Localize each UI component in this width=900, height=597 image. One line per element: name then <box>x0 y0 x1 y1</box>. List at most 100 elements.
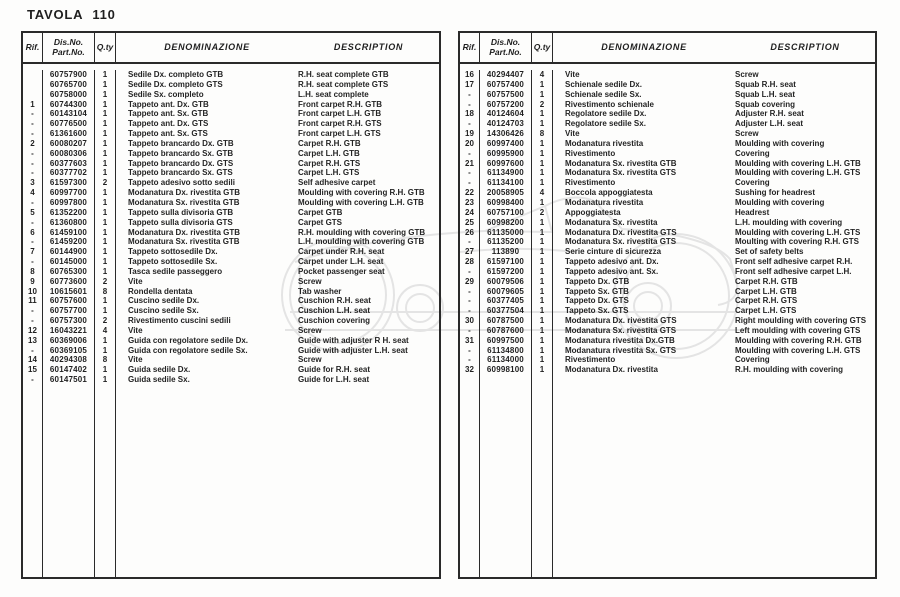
table-row: 5 61352200 1 Tappeto sulla divisoria GTB… <box>23 207 439 218</box>
table-row: - 61134800 1 Modanatura rivestita Sx. GT… <box>460 345 875 356</box>
row-part-number: 40124703 <box>480 119 532 130</box>
row-denominazione: Modanatura Dx. rivestita GTB <box>128 227 241 237</box>
row-qty: 1 <box>532 286 553 297</box>
row-qty: 1 <box>532 89 553 100</box>
row-qty: 1 <box>95 197 116 208</box>
table-row: 13 60369006 1 Guida con regolatore sedil… <box>23 335 439 346</box>
row-rif: 25 <box>460 217 480 228</box>
row-part-number: 16043221 <box>43 325 95 336</box>
table-row: - 60377603 1 Tappeto brancardo Dx. GTS C… <box>23 158 439 169</box>
table-row: - 60757500 1 Schienale sedile Sx. Squab … <box>460 89 875 100</box>
row-rif: - <box>460 119 480 130</box>
row-part-number: 60998100 <box>480 365 532 376</box>
row-description: Self adhesive carpet <box>298 178 376 188</box>
row-part-number: 61459200 <box>43 237 95 248</box>
row-qty: 1 <box>532 138 553 149</box>
header-qty: Q.ty <box>532 33 553 62</box>
row-description: Front carpet L.H. GTB <box>298 109 382 119</box>
row-description: Carpet L.H. GTS <box>298 168 360 178</box>
row-denominazione: Guida sedile Sx. <box>128 375 190 385</box>
row-description: Moulding with covering R.H. GTB <box>735 335 862 345</box>
row-description: Sushing for headrest <box>735 188 816 198</box>
row-qty: 1 <box>532 178 553 189</box>
table-row: 15 60147402 1 Guida sedile Dx. Guide for… <box>23 365 439 376</box>
row-qty: 1 <box>95 207 116 218</box>
row-description: Squab L.H. seat <box>735 89 796 99</box>
row-part-number: 40294407 <box>480 70 532 80</box>
page-title-word: TAVOLA <box>27 7 84 22</box>
row-qty: 1 <box>532 325 553 336</box>
header-part-no: Dis.No. Part.No. <box>480 33 532 62</box>
row-qty: 1 <box>95 217 116 228</box>
row-qty: 1 <box>95 188 116 198</box>
row-rif: 24 <box>460 207 480 218</box>
row-denominazione: Modanatura Sx. rivestita GTS <box>565 168 677 178</box>
table-body: 60757900 1 Sedile Dx. completo GTB R.H. … <box>23 64 439 385</box>
row-qty: 1 <box>532 335 553 346</box>
row-qty: 1 <box>532 296 553 307</box>
row-description: Screw <box>735 70 759 79</box>
row-qty: 1 <box>532 257 553 267</box>
table-row: - 60757200 2 Rivestimento schienale Squa… <box>460 99 875 110</box>
table-row: 32 60998100 1 Modanatura Dx. rivestita R… <box>460 365 875 376</box>
row-qty: 1 <box>532 168 553 179</box>
header-rif: Rif. <box>23 33 43 62</box>
row-description: Adjuster L.H. seat <box>735 119 804 129</box>
row-denominazione: Regolatore sedile Sx. <box>565 119 646 129</box>
row-part-number: 20058905 <box>480 188 532 198</box>
row-denominazione: Tappeto adesivo ant. Dx. <box>565 257 659 267</box>
row-qty: 1 <box>532 316 553 326</box>
row-part-number: 60997500 <box>480 335 532 346</box>
row-part-number: 60787500 <box>480 316 532 326</box>
row-denominazione: Schienale sedile Dx. <box>565 79 642 89</box>
row-description: Guide with adjuster R H. seat <box>298 335 409 345</box>
header-rif: Rif. <box>460 33 480 62</box>
table-row: 23 60998400 1 Modanatura rivestita Mould… <box>460 197 875 208</box>
row-rif: - <box>23 217 43 228</box>
row-qty: 1 <box>532 119 553 130</box>
row-qty: 1 <box>532 365 553 376</box>
row-description: R.H. moulding with covering GTB <box>298 227 426 237</box>
row-denominazione: Modanatura Dx. rivestita <box>565 365 658 375</box>
row-denominazione: Modanatura rivestita <box>565 138 644 148</box>
table-row: 4 60997700 1 Modanatura Dx. rivestita GT… <box>23 188 439 198</box>
table-row: - 60997800 1 Modanatura Sx. rivestita GT… <box>23 197 439 208</box>
row-qty: 2 <box>532 99 553 110</box>
row-denominazione: Modanatura rivestita Sx. GTS <box>565 345 677 355</box>
row-denominazione: Modanatura Sx. rivestita <box>565 217 658 227</box>
row-qty: 1 <box>95 237 116 248</box>
row-denominazione: Vite <box>128 276 143 286</box>
table-row: 25 60998200 1 Modanatura Sx. rivestita L… <box>460 217 875 228</box>
row-part-number: 60998400 <box>480 197 532 208</box>
row-qty: 1 <box>532 306 553 317</box>
row-denominazione: Rondella dentata <box>128 286 193 296</box>
row-qty: 4 <box>532 70 553 80</box>
row-part-number: 60147501 <box>43 375 95 385</box>
row-qty: 1 <box>532 345 553 356</box>
row-qty: 1 <box>95 306 116 317</box>
row-description: Cuschion L.H. seat <box>298 306 371 316</box>
row-description: Screw <box>298 355 322 365</box>
table-row: - 60147501 1 Guida sedile Sx. Guide for … <box>23 375 439 385</box>
table-row: - 60787600 1 Modanatura Sx. rivestita GT… <box>460 325 875 336</box>
row-qty: 1 <box>95 296 116 307</box>
row-qty: 1 <box>532 247 553 258</box>
row-rif: - <box>460 306 480 317</box>
row-rif: 18 <box>460 109 480 120</box>
row-rif: - <box>23 109 43 120</box>
table-row: 9 60773600 2 Vite Screw <box>23 276 439 287</box>
row-denominazione: Modanatura rivestita Dx.GTB <box>565 335 675 345</box>
row-denominazione: Tappeto brancardo Sx. GTB <box>128 148 234 158</box>
row-rif: 32 <box>460 365 480 376</box>
row-part-number: 61134900 <box>480 168 532 179</box>
row-qty: 1 <box>95 109 116 120</box>
row-qty: 2 <box>95 178 116 189</box>
table-row: 12 16043221 4 Vite Screw <box>23 325 439 336</box>
row-description: Carpet L.H. GTB <box>735 286 797 296</box>
table-row: 3 61597300 2 Tappeto adesivo sotto sedil… <box>23 178 439 189</box>
table-row: 18 40124604 1 Regolatore sedile Dx. Adju… <box>460 109 875 120</box>
table-row: 8 60765300 1 Tasca sedile passeggero Poc… <box>23 266 439 277</box>
table-row: 2 60080207 1 Tappeto brancardo Dx. GTB C… <box>23 138 439 149</box>
row-description: Covering <box>735 148 770 158</box>
row-part-number: 60757600 <box>43 296 95 307</box>
